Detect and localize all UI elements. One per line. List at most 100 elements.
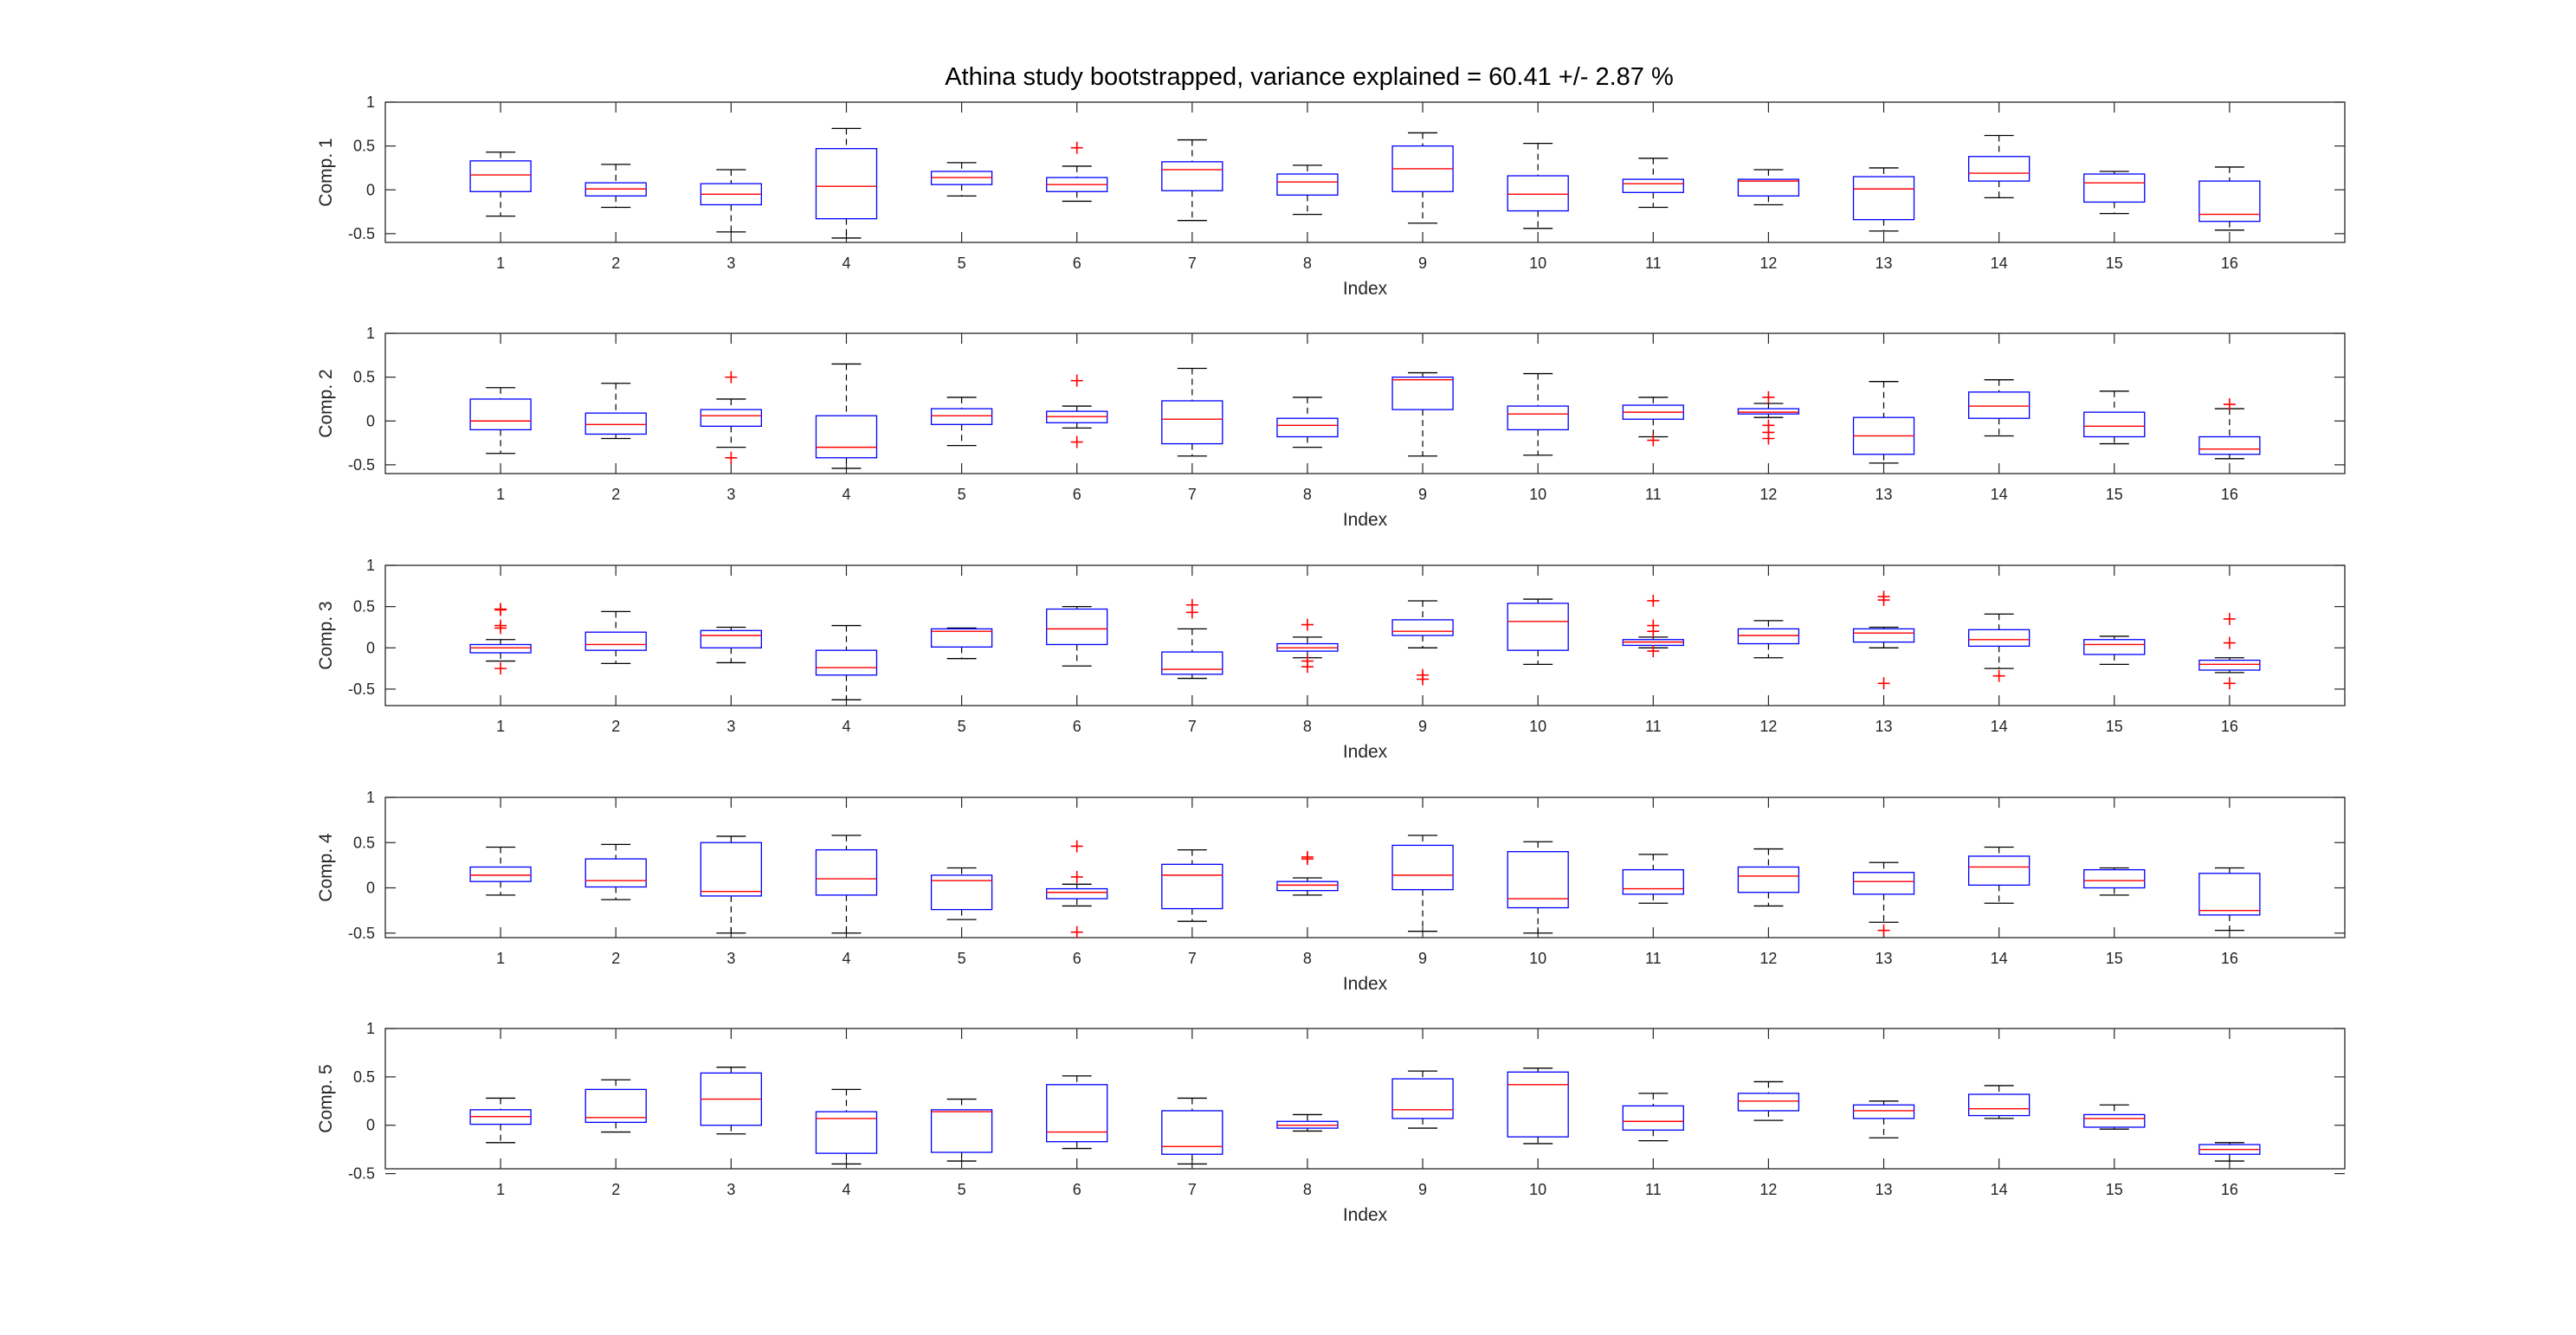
x-axis-label: Index <box>1343 974 1388 994</box>
box-12: 12 <box>1737 565 1800 735</box>
box-12: 12 <box>1737 102 1800 272</box>
x-tick-label: 9 <box>1418 950 1427 967</box>
box-13: 13 <box>1852 333 1915 503</box>
x-tick-label: 6 <box>1073 1181 1081 1198</box>
box-15: 15 <box>2083 333 2146 503</box>
outlier-marker <box>725 371 738 384</box>
box-6: 6 <box>1046 102 1108 272</box>
iqr-box <box>1737 408 1800 415</box>
x-tick-label: 2 <box>611 1181 620 1198</box>
iqr-box <box>815 848 878 896</box>
box-6: 6 <box>1046 1029 1108 1198</box>
outlier-marker <box>1070 374 1083 387</box>
outlier-marker <box>1647 434 1660 447</box>
outlier-marker <box>1301 853 1314 866</box>
iqr-box <box>1391 1078 1454 1119</box>
x-tick-label: 9 <box>1418 718 1427 735</box>
x-tick-label: 14 <box>1991 255 2008 272</box>
iqr-box <box>815 1111 878 1154</box>
iqr-box <box>2083 411 2146 438</box>
x-tick-label: 4 <box>842 718 850 735</box>
x-tick-label: 16 <box>2221 486 2238 503</box>
iqr-box <box>1507 603 1569 651</box>
y-tick-label: 0 <box>366 412 375 429</box>
box-14: 14 <box>1967 1029 2030 1198</box>
iqr-box <box>2198 180 2261 222</box>
x-tick-label: 16 <box>2221 718 2238 735</box>
iqr-box <box>1161 161 1223 191</box>
iqr-box <box>1852 872 1915 895</box>
iqr-box <box>700 842 763 897</box>
x-tick-label: 12 <box>1759 486 1777 503</box>
outlier-marker <box>1301 661 1314 674</box>
y-tick-label: 1 <box>366 789 375 806</box>
iqr-box <box>700 409 763 427</box>
x-tick-label: 14 <box>1991 1181 2008 1198</box>
x-tick-label: 9 <box>1418 255 1427 272</box>
iqr-box <box>930 874 993 911</box>
x-tick-label: 11 <box>1645 718 1662 735</box>
iqr-box <box>1967 391 2030 419</box>
box-6: 6 <box>1046 565 1108 735</box>
iqr-box <box>1161 863 1223 910</box>
x-tick-label: 3 <box>726 718 735 735</box>
iqr-box <box>930 408 993 425</box>
box-5: 5 <box>930 1029 993 1198</box>
x-tick-label: 6 <box>1073 255 1081 272</box>
box-8: 8 <box>1276 333 1339 503</box>
outlier-marker <box>1301 618 1314 631</box>
box-16: 16 <box>2198 565 2261 735</box>
outlier-marker <box>1070 870 1083 883</box>
iqr-box <box>1852 1104 1915 1119</box>
x-tick-label: 7 <box>1188 718 1197 735</box>
box-15: 15 <box>2083 102 2146 272</box>
x-tick-label: 1 <box>496 950 505 967</box>
x-tick-label: 13 <box>1876 1181 1893 1198</box>
box-1: 1 <box>469 565 532 735</box>
y-tick-label: -0.5 <box>348 1165 375 1183</box>
outlier-marker <box>1762 432 1775 445</box>
y-tick-label: -0.5 <box>348 925 375 942</box>
iqr-box <box>584 1088 647 1124</box>
box-2: 2 <box>584 565 647 735</box>
outlier-marker <box>1877 594 1890 607</box>
iqr-box <box>1046 608 1108 646</box>
x-tick-label: 13 <box>1876 255 1893 272</box>
box-5: 5 <box>930 797 993 967</box>
y-tick-label: 1 <box>366 557 375 574</box>
iqr-box <box>1276 880 1339 892</box>
box-11: 11 <box>1622 102 1684 272</box>
box-10: 10 <box>1507 102 1569 272</box>
box-14: 14 <box>1967 333 2030 503</box>
x-tick-label: 13 <box>1876 950 1893 967</box>
iqr-box <box>584 858 647 888</box>
x-tick-label: 8 <box>1303 718 1312 735</box>
box-3: 3 <box>700 1029 763 1198</box>
x-tick-label: 3 <box>726 1181 735 1198</box>
outlier-marker <box>494 662 507 675</box>
box-8: 8 <box>1276 1029 1339 1198</box>
iqr-box <box>1276 417 1339 438</box>
iqr-box <box>2083 639 2146 655</box>
box-12: 12 <box>1737 333 1800 503</box>
outlier-marker <box>1070 840 1083 853</box>
y-tick-label: -0.5 <box>348 456 375 474</box>
y-tick-label: 1 <box>366 1020 375 1037</box>
x-tick-label: 15 <box>2106 718 2123 735</box>
iqr-box <box>1161 651 1223 675</box>
box-3: 3 <box>700 565 763 735</box>
x-tick-label: 10 <box>1529 486 1546 503</box>
x-tick-label: 12 <box>1759 1181 1777 1198</box>
x-tick-label: 8 <box>1303 255 1312 272</box>
x-tick-label: 7 <box>1188 486 1197 503</box>
iqr-box <box>469 866 532 882</box>
box-7: 7 <box>1161 102 1223 272</box>
x-tick-label: 11 <box>1645 1181 1662 1198</box>
outlier-marker <box>1185 606 1198 619</box>
x-tick-label: 8 <box>1303 1181 1312 1198</box>
x-tick-label: 16 <box>2221 1181 2238 1198</box>
